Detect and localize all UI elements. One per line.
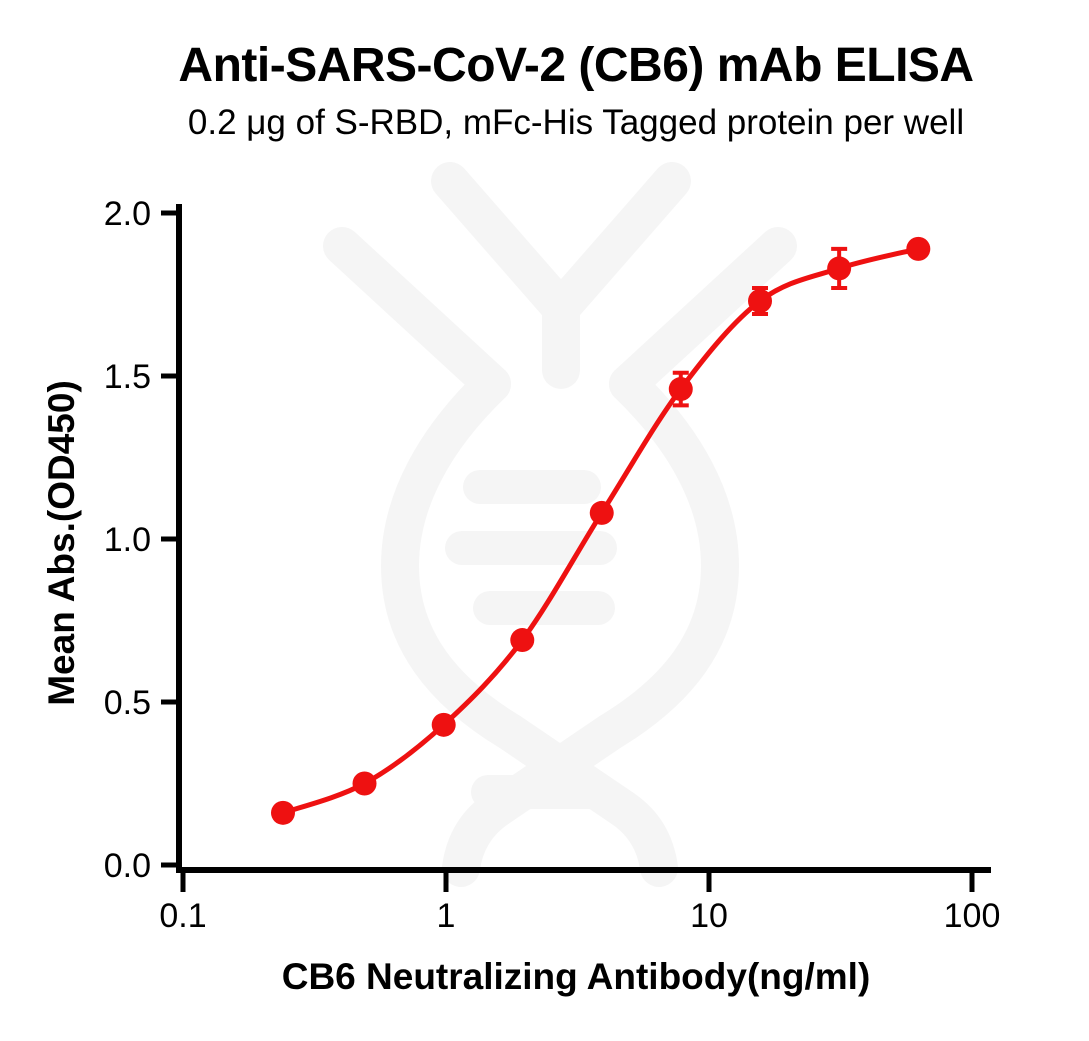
x-tick-label: 0.1 [159, 897, 206, 935]
x-tick-label: 10 [690, 897, 728, 935]
data-point [431, 712, 456, 737]
dna-antibody-watermark-icon [323, 162, 797, 887]
axes: 0.0 0.5 1.0 1.5 2.0 0.1 1 10 100 [104, 195, 1001, 935]
chart-subtitle: 0.2 μg of S-RBD, mFc-His Tagged protein … [187, 103, 965, 142]
data-point [270, 800, 295, 825]
x-axis-title: CB6 Neutralizing Antibody(ng/ml) [281, 956, 871, 997]
y-tick-label: 1.0 [104, 521, 151, 559]
data-point [748, 289, 773, 314]
data-point [352, 771, 377, 796]
data-series [270, 236, 931, 825]
data-point [827, 256, 852, 281]
y-tick-label: 1.5 [104, 358, 151, 396]
y-tick-label: 0.5 [104, 684, 151, 722]
data-point [510, 628, 535, 653]
x-tick-label: 1 [437, 897, 456, 935]
data-point [589, 500, 614, 525]
y-axis-title: Mean Abs.(OD450) [41, 380, 82, 706]
chart-title: Anti-SARS-CoV-2 (CB6) mAb ELISA [178, 39, 974, 92]
x-tick-label: 100 [944, 897, 1001, 935]
data-point [668, 377, 693, 402]
data-point [906, 236, 931, 261]
y-tick-label: 0.0 [104, 847, 151, 885]
y-tick-label: 2.0 [104, 195, 151, 233]
